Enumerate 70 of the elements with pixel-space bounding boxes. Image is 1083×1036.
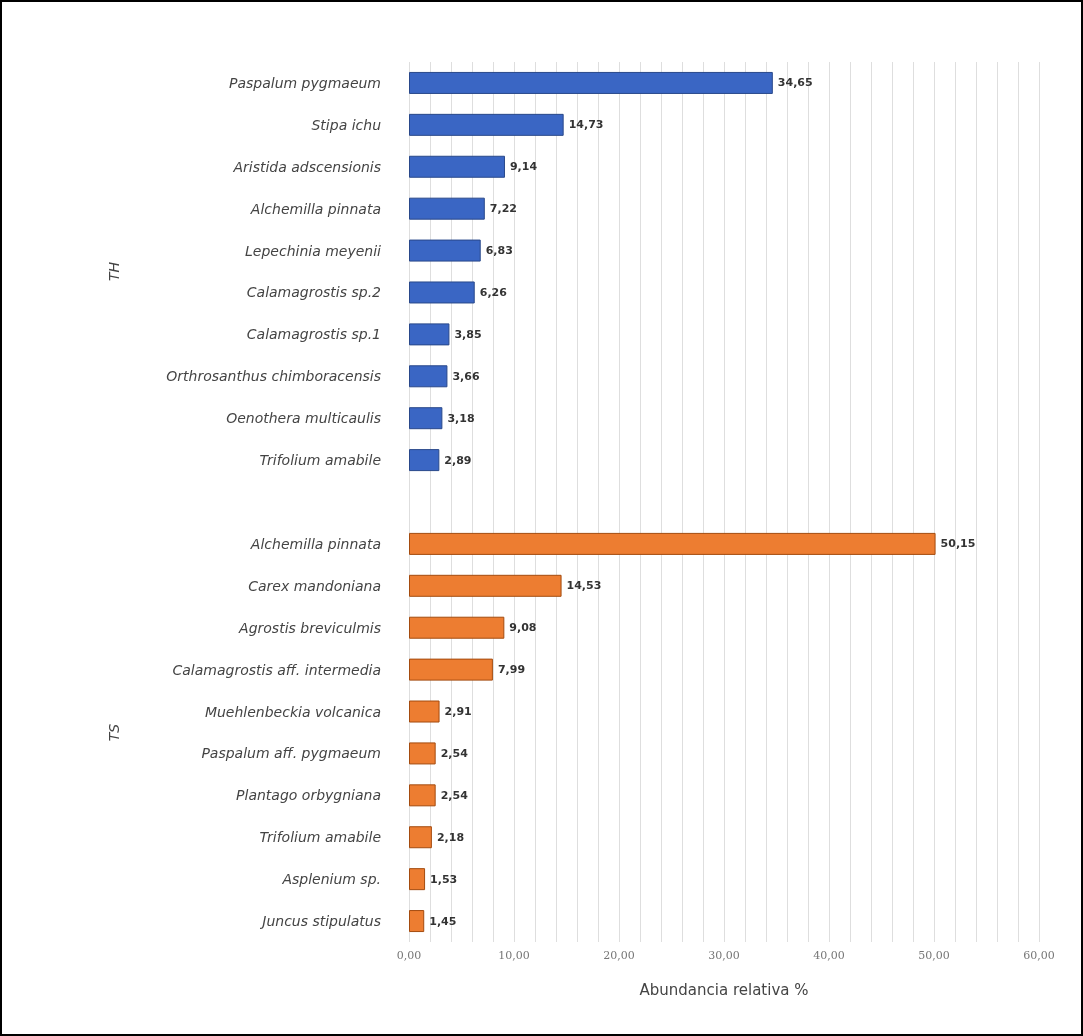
data-label: 14,73 — [568, 118, 604, 132]
x-tick-label: 0,00 — [396, 949, 422, 962]
data-label: 2,18 — [436, 830, 465, 844]
y-tick-label: Calamagrostis sp.2 — [246, 284, 382, 301]
data-label: 14,53 — [566, 579, 602, 593]
x-tick-label: 40,00 — [813, 949, 845, 962]
bar — [409, 239, 481, 262]
bar — [409, 658, 493, 681]
y-tick-label: Carex mandoniana — [248, 577, 381, 594]
bar — [409, 155, 505, 178]
text: TH — [106, 261, 122, 282]
data-label: 6,83 — [485, 244, 513, 258]
bar — [409, 407, 443, 430]
y-tick-label: Orthrosanthus chimboracensis — [166, 368, 381, 385]
y-tick-label: Paspalum pygmaeum — [228, 74, 381, 91]
bar — [409, 113, 564, 136]
data-label: 34,65 — [777, 76, 813, 90]
bar — [409, 742, 436, 765]
data-label: 7,22 — [489, 202, 517, 216]
data-label: 6,26 — [479, 285, 508, 299]
y-tick-label: Juncus stipulatus — [259, 913, 381, 930]
x-tick-label: 50,00 — [918, 949, 950, 962]
bar — [409, 784, 436, 807]
x-tick-label: 60,00 — [1023, 949, 1055, 962]
bar — [409, 910, 425, 933]
y-tick-label: Alchemilla pinnata — [249, 200, 381, 217]
data-label: 3,66 — [452, 369, 480, 383]
data-label: 3,18 — [447, 411, 475, 425]
bar — [409, 71, 773, 94]
y-tick-label: Alchemilla pinnata — [249, 535, 381, 552]
text: TS — [106, 723, 122, 742]
bar — [409, 868, 426, 891]
y-tick-label: Plantago orbygniana — [236, 787, 381, 804]
y-tick-label: Stipa ichu — [311, 116, 382, 133]
data-label: 2,89 — [444, 453, 472, 467]
data-label: 9,08 — [509, 621, 537, 635]
bar — [409, 826, 432, 849]
x-axis-title: Abundancia relativa % — [639, 980, 809, 999]
bar — [409, 281, 475, 304]
data-label: 2,54 — [440, 746, 469, 760]
x-tick-label: 30,00 — [708, 949, 740, 962]
bar — [409, 574, 562, 597]
bar — [409, 323, 450, 346]
y-tick-label: Paspalum aff. pygmaeum — [201, 745, 381, 762]
bar — [409, 700, 440, 723]
data-label: 2,54 — [440, 788, 469, 802]
y-tick-label: Agrostis breviculmis — [238, 619, 381, 636]
data-label: 7,99 — [497, 663, 526, 677]
bar — [409, 532, 936, 555]
data-label: 1,53 — [430, 872, 458, 886]
y-tick-label: Trifolium amabile — [259, 829, 381, 846]
y-tick-label: Trifolium amabile — [259, 452, 381, 469]
y-tick-label: Asplenium sp. — [281, 871, 381, 888]
bar — [409, 616, 505, 639]
y-tick-label: Calamagrostis sp.1 — [246, 326, 381, 343]
data-label: 9,14 — [509, 160, 538, 174]
y-tick-label: Calamagrostis aff. intermedia — [172, 661, 381, 678]
data-label: 50,15 — [940, 537, 976, 551]
bar — [409, 365, 448, 388]
y-tick-label: Aristida adscensionis — [232, 158, 381, 175]
y-tick-label: Lepechinia meyenii — [245, 242, 382, 259]
bar — [409, 197, 485, 220]
data-label: 2,91 — [444, 705, 472, 719]
x-tick-label: 10,00 — [498, 949, 530, 962]
y-tick-label: Muehlenbeckia volcanica — [204, 703, 381, 720]
bar — [409, 449, 440, 472]
x-tick-label: 20,00 — [603, 949, 635, 962]
y-tick-label: Oenothera multicaulis — [226, 410, 381, 427]
data-label: 3,85 — [454, 327, 482, 341]
data-label: 1,45 — [429, 914, 457, 928]
